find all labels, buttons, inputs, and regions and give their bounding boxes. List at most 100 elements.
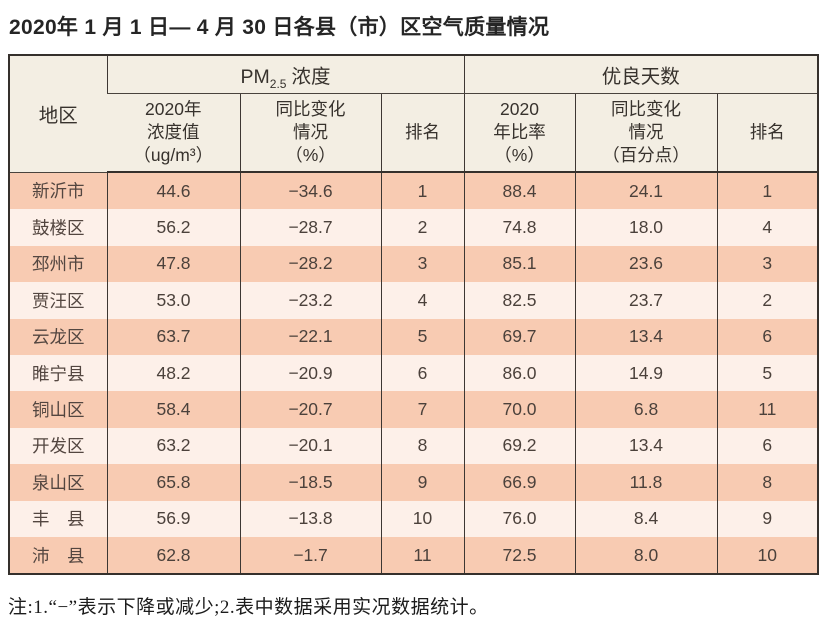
- pm25-rank-cell: 7: [380, 391, 465, 428]
- good-days-rate-cell: 85.1: [463, 245, 576, 283]
- col-header-rate-change: 同比变化 情况 （百分点）: [574, 93, 718, 173]
- col-header-pm25-value: 2020年 浓度值 （ug/m³）: [107, 93, 240, 173]
- pm25-change-cell: −34.6: [239, 172, 381, 210]
- good-days-change-cell: 23.7: [574, 282, 718, 319]
- col-group-pm25: PM2.5 浓度: [106, 55, 465, 94]
- good-days-rate-cell: 88.4: [463, 172, 576, 210]
- pm25-value-cell: 56.2: [106, 209, 240, 246]
- region-cell: 丰 县: [32, 509, 85, 530]
- good-days-rank-cell: 5: [716, 354, 819, 392]
- good-days-rank-cell: 11: [716, 391, 819, 428]
- region-cell: 开发区: [32, 436, 85, 457]
- region-cell: 鼓楼区: [32, 218, 85, 239]
- pm25-rank-cell: 3: [380, 245, 465, 283]
- good-days-rate-cell: 66.9: [463, 464, 576, 501]
- pm25-rank-cell: 8: [380, 427, 465, 465]
- good-days-rank-cell: 1: [716, 172, 819, 210]
- good-days-rank-cell: 4: [716, 209, 819, 246]
- pm25-rank-cell: 6: [380, 354, 465, 392]
- col-header-pm25-rank: 排名: [380, 93, 465, 173]
- table-row: 新沂市 44.6 −34.6 1 88.4 24.1 1: [9, 172, 819, 210]
- pm25-rank-cell: 11: [380, 536, 465, 575]
- table-row: 开发区 63.2 −20.1 8 69.2 13.4 6: [9, 427, 819, 465]
- table-row: 贾汪区 53.0 −23.2 4 82.5 23.7 2: [9, 282, 819, 319]
- region-cell: 新沂市: [32, 181, 85, 202]
- region-cell: 云龙区: [32, 327, 85, 348]
- pm25-value-cell: 56.9: [106, 500, 240, 537]
- pm25-value-cell: 47.8: [106, 245, 240, 283]
- good-days-rank-cell: 3: [716, 245, 819, 283]
- col-header-rate-rank: 排名: [716, 93, 819, 173]
- good-days-change-cell: 24.1: [574, 172, 718, 210]
- region-cell: 邳州市: [32, 254, 85, 275]
- pm25-value-cell: 53.0: [106, 282, 240, 319]
- good-days-rank-cell: 6: [716, 318, 819, 355]
- good-days-change-cell: 23.6: [574, 245, 718, 283]
- pm25-value-cell: 48.2: [106, 354, 240, 392]
- col-header-pm25-change: 同比变化 情况 （%）: [239, 93, 381, 173]
- good-days-rate-cell: 76.0: [463, 500, 576, 537]
- table-body: 新沂市 44.6 −34.6 1 88.4 24.1 1 鼓楼区 56.2 −2…: [9, 172, 819, 575]
- good-days-rate-cell: 86.0: [463, 354, 576, 392]
- table-row: 铜山区 58.4 −20.7 7 70.0 6.8 11: [9, 391, 819, 428]
- pm25-change-cell: −20.1: [239, 427, 381, 465]
- region-cell: 睢宁县: [32, 363, 85, 384]
- good-days-rate-cell: 69.7: [463, 318, 576, 355]
- pm25-rank-cell: 10: [380, 500, 465, 537]
- good-days-change-cell: 11.8: [574, 464, 718, 501]
- good-days-rank-cell: 2: [716, 282, 819, 319]
- air-quality-table: 地区 PM2.5 浓度 优良天数 2020年 浓度值 （ug/m³） 同比变化 情…: [8, 54, 820, 576]
- pm25-value-cell: 62.8: [106, 536, 240, 575]
- pm25-rank-cell: 1: [380, 172, 465, 210]
- table-row: 邳州市 47.8 −28.2 3 85.1 23.6 3: [9, 245, 819, 283]
- region-cell: 泉山区: [32, 472, 85, 493]
- table-row: 泉山区 65.8 −18.5 9 66.9 11.8 8: [9, 464, 819, 501]
- pm25-label-subscript: 2.5: [269, 76, 287, 91]
- col-group-good-days: 优良天数: [463, 55, 819, 94]
- pm25-value-cell: 58.4: [106, 391, 240, 428]
- col-header-region: 地区: [9, 55, 107, 173]
- pm25-change-cell: −18.5: [239, 464, 381, 501]
- table-row: 云龙区 63.7 −22.1 5 69.7 13.4 6: [9, 318, 819, 355]
- good-days-change-cell: 18.0: [574, 209, 718, 246]
- good-days-rank-cell: 6: [716, 427, 819, 465]
- good-days-change-cell: 8.0: [574, 536, 718, 575]
- region-cell: 贾汪区: [32, 290, 85, 311]
- col-header-rate: 2020 年比率 （%）: [463, 93, 576, 173]
- good-days-rate-cell: 69.2: [463, 427, 576, 465]
- pm25-rank-cell: 4: [380, 282, 465, 319]
- pm25-rank-cell: 2: [380, 209, 465, 246]
- good-days-change-cell: 8.4: [574, 500, 718, 537]
- table-row: 睢宁县 48.2 −20.9 6 86.0 14.9 5: [9, 354, 819, 392]
- pm25-change-cell: −1.7: [239, 536, 381, 575]
- table-row: 鼓楼区 56.2 −28.7 2 74.8 18.0 4: [9, 209, 819, 246]
- table-header: 地区 PM2.5 浓度 优良天数 2020年 浓度值 （ug/m³） 同比变化 情…: [9, 55, 819, 173]
- good-days-rank-cell: 8: [716, 464, 819, 501]
- footnote: 注:1.“−”表示下降或减少;2.表中数据采用实况数据统计。: [8, 597, 489, 619]
- table-row: 沛 县 62.8 −1.7 11 72.5 8.0 10: [9, 536, 819, 575]
- table-row: 丰 县 56.9 −13.8 10 76.0 8.4 9: [9, 500, 819, 537]
- good-days-rate-cell: 72.5: [463, 536, 576, 575]
- good-days-change-cell: 13.4: [574, 427, 718, 465]
- good-days-change-cell: 6.8: [574, 391, 718, 428]
- pm25-label-prefix: PM: [240, 66, 270, 88]
- pm25-value-cell: 65.8: [106, 464, 240, 501]
- pm25-value-cell: 63.2: [106, 427, 240, 465]
- good-days-rate-cell: 70.0: [463, 391, 576, 428]
- good-days-change-cell: 13.4: [574, 318, 718, 355]
- pm25-change-cell: −23.2: [239, 282, 381, 319]
- good-days-rate-cell: 82.5: [463, 282, 576, 319]
- pm25-rank-cell: 5: [380, 318, 465, 355]
- pm25-change-cell: −13.8: [239, 500, 381, 537]
- pm25-value-cell: 44.6: [106, 172, 240, 210]
- region-cell: 沛 县: [32, 545, 85, 566]
- group-header-row: 地区 PM2.5 浓度 优良天数: [9, 55, 819, 173]
- pm25-change-cell: −20.9: [239, 354, 381, 392]
- pm25-change-cell: −20.7: [239, 391, 381, 428]
- pm25-change-cell: −28.2: [239, 245, 381, 283]
- region-cell: 铜山区: [32, 400, 85, 421]
- good-days-rank-cell: 9: [716, 500, 819, 537]
- pm25-label-suffix: 浓度: [291, 66, 331, 88]
- sub-header-row: 2020年 浓度值 （ug/m³） 同比变化 情况 （%） 排名 2020 年比…: [9, 93, 819, 173]
- good-days-rank-cell: 10: [716, 536, 819, 575]
